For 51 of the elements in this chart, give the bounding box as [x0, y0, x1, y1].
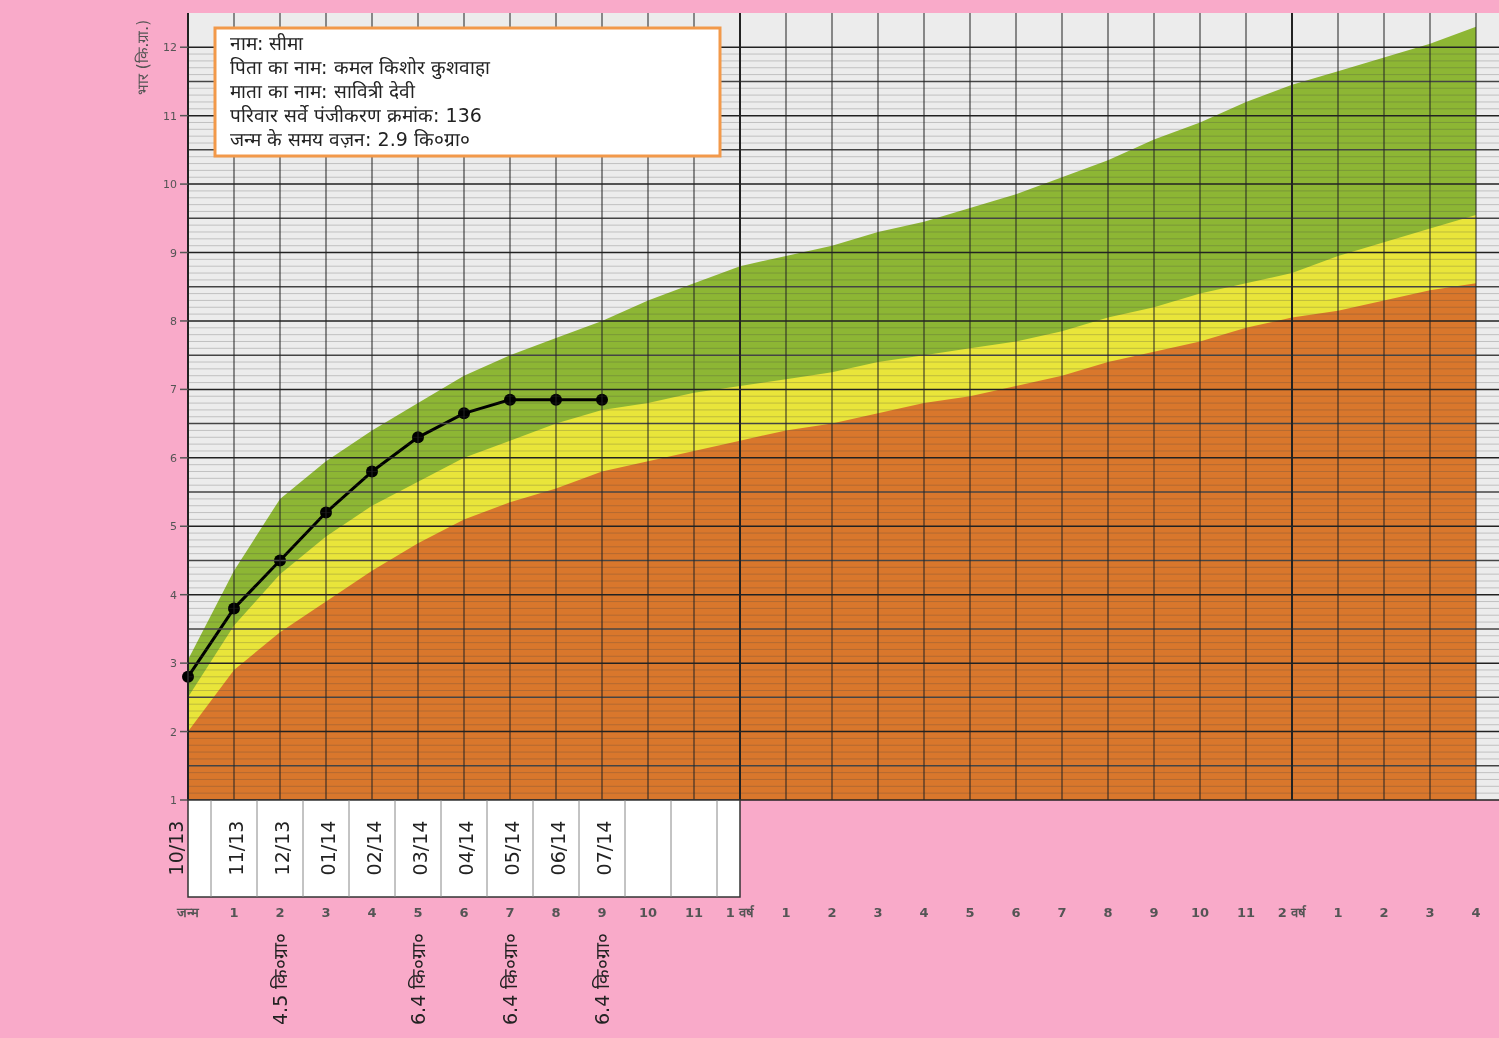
annotation: माता का नाम: सावित्री देवी — [230, 80, 416, 102]
text: 6.4 कि०ग्रा० — [407, 932, 429, 1025]
x-tick-label: 2 वर्ष — [1277, 905, 1308, 920]
text: 4.5 कि०ग्रा० — [269, 932, 291, 1025]
x-tick-label: 5 — [965, 905, 975, 920]
y-tick-label: 9 — [170, 246, 177, 260]
y-axis-title: भार (कि.ग्रा.) — [134, 20, 152, 96]
x-tick-label: 1 — [1333, 905, 1343, 920]
annotation: नाम: सीमा — [230, 32, 305, 54]
x-tick-label: 3 — [321, 905, 331, 920]
y-tick-label: 1 — [170, 794, 177, 807]
text: 6.4 कि०ग्रा० — [499, 932, 521, 1025]
y-tick-label: 11 — [163, 109, 177, 123]
x-tick-label: 7 — [505, 905, 515, 920]
x-tick-label: 2 — [827, 905, 837, 920]
x-tick-label: 3 — [873, 905, 883, 920]
y-tick-label: 4 — [170, 588, 177, 602]
x-tick-label: 11 — [684, 905, 704, 920]
x-tick-label: 9 — [597, 905, 607, 920]
x-tick-label: 1 — [229, 905, 239, 920]
x-tick-label: 10 — [638, 905, 658, 920]
x-tick-label: जन्म — [176, 905, 200, 920]
text: 6.4 कि०ग्रा० — [591, 932, 613, 1025]
y-tick-label: 3 — [170, 657, 177, 671]
y-tick-label: 8 — [170, 314, 177, 328]
x-tick-label: 11 — [1236, 905, 1256, 920]
x-tick-label: 1 — [781, 905, 791, 920]
x-tick-label: 8 — [1103, 905, 1113, 920]
x-tick-label: 2 — [275, 905, 285, 920]
annotation: जन्म के समय वज़न: 2.9 कि०ग्रा० — [230, 128, 470, 150]
y-tick-label: 10 — [163, 178, 177, 192]
annotation: पिता का नाम: कमल किशोर कुशवाहा — [230, 56, 491, 80]
annotation: परिवार सर्वे पंजीकरण क्रमांक: 136 — [230, 104, 482, 126]
x-tick-label: 10 — [1190, 905, 1210, 920]
y-tick-label: 2 — [170, 725, 177, 739]
x-tick-label: 8 — [551, 905, 561, 920]
y-tick-label: 6 — [170, 451, 177, 465]
x-tick-label: 9 — [1149, 905, 1159, 920]
x-tick-label: 4 — [1471, 905, 1481, 920]
x-tick-label: 1 वर्ष — [725, 905, 756, 920]
x-tick-label: 4 — [919, 905, 929, 920]
x-tick-label: 6 — [459, 905, 469, 920]
x-tick-label: 6 — [1011, 905, 1021, 920]
x-tick-label: 5 — [413, 905, 423, 920]
x-tick-label: 3 — [1425, 905, 1435, 920]
y-tick-label: 7 — [170, 383, 177, 397]
x-tick-label: 7 — [1057, 905, 1067, 920]
x-tick-label: 4 — [367, 905, 377, 920]
y-tick-label: 5 — [170, 520, 177, 534]
x-tick-label: 2 — [1379, 905, 1389, 920]
y-tick-label: 12 — [163, 41, 177, 55]
